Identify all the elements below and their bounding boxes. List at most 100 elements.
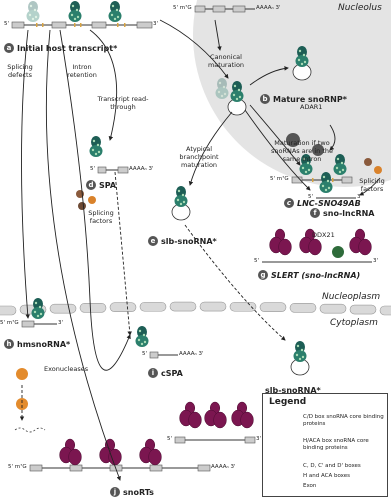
product-label: i cSPA [148,368,183,378]
box-motif [36,23,38,27]
protein-dot [335,166,339,170]
shapes [0,1,391,490]
rna-end-label: 3' [256,436,262,442]
protein-dot [298,49,302,53]
label: cSPA [161,368,183,378]
box-motif [124,23,126,27]
rna-end-label: 3' [153,21,159,27]
factor [16,398,28,410]
protein-dot [340,161,344,165]
legend-item: H/ACA box snoRNA core binding proteins [303,438,369,451]
label: snoRTs [123,487,154,497]
product-label: f sno-lncRNA [310,208,375,218]
protein-dot [322,175,326,179]
box-motif [80,23,82,27]
rna-end-label: AAAAₙ 3' [129,166,154,172]
protein-dot [301,355,305,359]
haca-protein [213,411,227,429]
nuclear-pore-segment [109,302,137,313]
protein-dot [303,60,307,64]
protein-dot [324,188,328,192]
protein-dot [177,189,181,193]
protein-dot [28,13,32,17]
protein-dot [110,13,114,17]
arrow [249,104,301,166]
exon [197,464,211,472]
protein-dot [306,161,310,165]
factor-label: ADAR1 [300,103,323,111]
protein-dot [91,148,95,152]
protein-dot [33,310,37,314]
compartment-label: Cytoplasm [330,318,378,328]
exon [21,320,35,328]
cd-snornp [319,172,333,193]
product-label: b Mature snoRNP* [260,94,347,104]
arrow [214,19,222,51]
letter: j [110,487,120,497]
legend-item: C/D box snoRNA core binding proteins [303,414,384,427]
box-motif [74,23,76,27]
arrow [89,29,118,141]
exon [11,21,25,29]
cd-snornp [135,326,149,347]
haca-protein [278,238,292,256]
rna-end-label: 5' [308,194,314,200]
degraded-rna [14,427,46,433]
cd-snornp [299,154,313,175]
factor [78,202,86,210]
haca-protein [240,411,254,429]
protein-dot [218,81,222,85]
exon [51,21,67,29]
cd-snornp [31,298,45,319]
protein [230,90,244,102]
rna-end-label: 5' m⁷G [0,320,19,326]
legend: Legend C/D box snoRNA core binding prote… [262,393,388,497]
haca-protein [108,448,122,466]
protein-dot [336,157,340,161]
arrow [244,109,311,191]
product-label: e slb-snoRNA* [148,236,217,246]
protein-dot [300,62,304,66]
protein-dot [321,184,325,188]
nuclear-pore-segment [229,301,257,312]
protein [89,145,103,157]
box-motif [312,178,314,182]
rna-end-label: 3' [357,194,363,200]
protein-dot [76,15,80,19]
process-label: Splicing defects [7,63,33,79]
protein-dot [237,88,241,92]
protein-dot [36,314,40,318]
protein-dot [302,157,306,161]
rna-end-label: 5' m⁷G [8,464,27,470]
rna-end-label: 5' [90,166,96,172]
rna-end-label: 5' [254,258,260,264]
factor-label: DDX21 [312,231,335,239]
product-label: h hmsnoRNA* [4,339,70,349]
arrow [184,224,286,341]
protein-dot [140,342,144,346]
label: SLERT (sno-lncRNA) [271,270,361,280]
factor [332,246,344,258]
exon [291,176,303,184]
protein [31,307,45,319]
letter: e [148,236,158,246]
protein-dot [304,170,308,174]
exon [91,21,107,29]
cd-snornp [171,186,191,221]
label: LNC-SNO49AB [297,198,361,208]
exon [194,5,206,13]
protein-dot [94,152,98,156]
protein-dot [338,170,342,174]
box-motif [42,23,44,27]
cd-snornp [26,1,40,22]
nuclear-pore-segment [289,303,317,313]
protein-dot [220,94,224,98]
protein-dot [182,200,186,204]
nuclear-pore-segment [0,305,17,316]
protein-dot [181,193,185,197]
factor-label: Splicing factors [88,209,114,225]
product-label: slb-snoRNA* [265,386,321,395]
protein-dot [176,198,180,202]
